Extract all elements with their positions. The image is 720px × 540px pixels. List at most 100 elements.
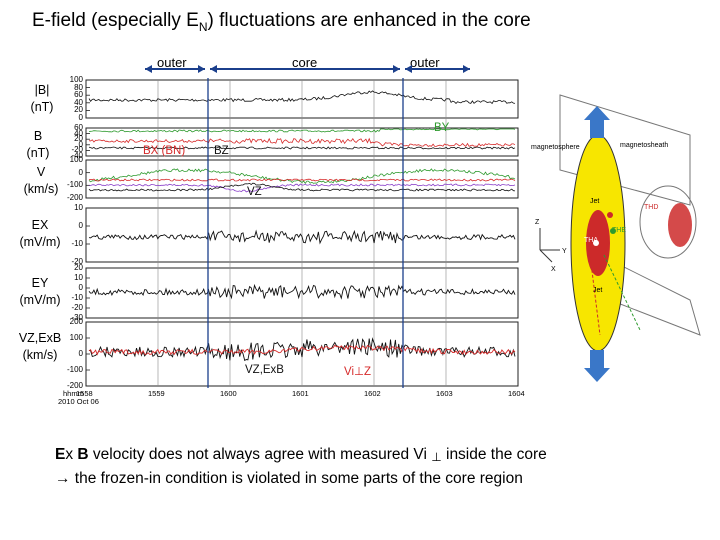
y-tick-label: 0 [78, 349, 83, 358]
region-label-outer-left: outer [157, 55, 187, 70]
y-tick-label: -100 [66, 365, 83, 374]
annotation-by: BY [434, 122, 450, 134]
y-tick-label: 60 [74, 90, 83, 100]
panel-frames [85, 79, 519, 387]
time-tick-label: 1603 [436, 389, 453, 398]
trace-bx [88, 137, 516, 147]
outer-left-arrowhead-right [198, 65, 205, 73]
y-tick-label: 100 [69, 75, 83, 84]
time-axis-row-label: hhmm [63, 389, 84, 398]
y-tick-label: -200 [66, 381, 83, 390]
diagram-label-magnetosheath: magnetosheath [620, 142, 668, 149]
panel-label-v: V (km/s) [23, 165, 59, 196]
panel-label-b: B (nT) [26, 129, 50, 160]
time-tick-label: 1558 [76, 389, 93, 398]
y-tick-label: 0 [78, 221, 83, 230]
slide-caption: Ex B velocity does not always agree with… [55, 444, 547, 489]
y-tick-label: 200 [69, 317, 83, 326]
y-tick-label: 60 [74, 123, 83, 132]
time-axis-date: 2010 Oct 06 [58, 397, 99, 406]
flux-tube-core [668, 203, 692, 247]
time-tick-label: 1604 [508, 389, 525, 398]
the-spacecraft [610, 228, 616, 234]
panel-label-bmag: |B| (nT) [30, 83, 54, 114]
trace-vz-exb [88, 337, 516, 362]
trace-vy [88, 168, 516, 184]
caption-line-2: → the frozen-in condition is violated in… [55, 470, 523, 487]
trace-bz [88, 146, 516, 150]
jet-arrow-down-head [584, 368, 610, 382]
diagram-label-jet-upper: Jet [590, 198, 599, 205]
y-tick-label: -40 [71, 151, 83, 160]
y-tick-label: 20 [74, 134, 83, 144]
annotation-bx-bn: BX (BN) [143, 145, 186, 157]
time-tick-label: 1600 [220, 389, 237, 398]
y-tick-label: 10 [74, 273, 83, 282]
y-tick-label: 80 [74, 82, 83, 92]
trace-ey [88, 283, 516, 300]
panel-label-ey: EY (mV/m) [19, 276, 61, 307]
axis-label-x: X [551, 266, 556, 273]
y-tick-label: 10 [74, 203, 83, 212]
annotation-vi-perp-z: Vi⊥Z [344, 366, 372, 378]
y-tick-label: 100 [69, 333, 83, 342]
axis-label-z: Z [535, 219, 540, 226]
diagram-label-thd: THD [644, 204, 658, 211]
trace-by [88, 128, 516, 133]
diagram-label-the: THE [612, 227, 626, 234]
jet-arrow-up-shaft [590, 118, 604, 138]
y-tick-label: 0 [78, 167, 83, 177]
y-tick-label: 0 [78, 113, 83, 122]
y-tick-label: -20 [71, 145, 83, 155]
annotation-bz: BZ [214, 145, 229, 157]
time-series-traces [88, 90, 516, 362]
tha-spacecraft [593, 240, 599, 246]
y-tick-label: 20 [74, 105, 83, 115]
y-tick-label: -30 [71, 313, 83, 322]
axis-label-y: Y [562, 248, 567, 255]
region-label-core: core [292, 55, 318, 70]
region-label-outer-right: outer [410, 55, 440, 70]
axis-x-line [539, 249, 553, 263]
y-tick-label: 0 [78, 139, 83, 149]
y-tick-label: 100 [69, 155, 83, 164]
outer-right-arrowhead-left [405, 65, 412, 73]
diagram-label-tha: THA [584, 237, 598, 244]
panel-label-ex: EX (mV/m) [19, 218, 61, 249]
y-tick-label: 0 [78, 283, 83, 292]
trajectory-line [603, 254, 641, 331]
trace-vi-perp-z [88, 344, 516, 356]
y-tick-label: -10 [71, 293, 83, 302]
y-tick-label: -20 [71, 257, 83, 266]
y-tick-label: 40 [74, 97, 83, 107]
trajectory-line-2 [589, 254, 601, 336]
y-tick-label: -20 [71, 303, 83, 312]
y-tick-label: -10 [71, 239, 83, 248]
magnetosheath-sheet-upper [559, 94, 691, 206]
outer-right-arrowhead-right [463, 65, 470, 73]
trace-vz [88, 182, 516, 192]
trace-vz-purple [89, 183, 516, 193]
jet-arrow-down-shaft [590, 350, 604, 370]
outer-left-arrowhead-left [145, 65, 152, 73]
y-tick-label: -100 [66, 180, 83, 190]
y-tick-label: 40 [74, 128, 83, 138]
thd-spacecraft [607, 212, 613, 218]
time-tick-label: 1601 [292, 389, 309, 398]
y-tick-label: 20 [74, 263, 83, 272]
diagram-label-jet-lower: Jet [593, 287, 602, 294]
time-tick-label: 1602 [364, 389, 381, 398]
region-dividers [207, 78, 404, 388]
time-tick-label: 1559 [148, 389, 165, 398]
diagram-label-magnetosphere: magnetosphere [531, 144, 580, 151]
region-arrows [145, 65, 470, 73]
core-arrowhead-right [393, 65, 400, 73]
trace-bmag [88, 90, 516, 105]
slide-title: E-field (especially EN) fluctuations are… [32, 10, 531, 34]
caption-line-1: Ex B velocity does not always agree with… [55, 446, 547, 464]
annotation-vz: VZ [247, 186, 262, 198]
trace-ex [88, 229, 516, 245]
annotation-vz-exb: VZ,ExB [245, 364, 284, 376]
core-arrowhead-left [210, 65, 217, 73]
